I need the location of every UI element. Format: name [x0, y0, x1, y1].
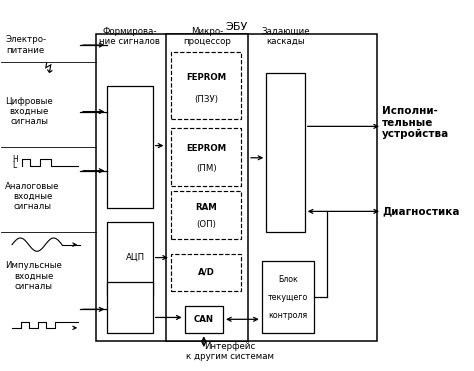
Text: АЦП: АЦП — [127, 253, 146, 262]
Bar — [171, 254, 241, 291]
Text: (ПЗУ): (ПЗУ) — [194, 95, 218, 104]
Text: FEPROM: FEPROM — [186, 73, 226, 82]
Text: CAN: CAN — [194, 315, 214, 324]
Text: ↯: ↯ — [43, 62, 54, 76]
Bar — [107, 86, 153, 208]
Text: Задающие
каскады: Задающие каскады — [262, 27, 310, 46]
Text: Электро-
питание: Электро- питание — [5, 35, 46, 55]
Bar — [171, 52, 241, 119]
Text: A/D: A/D — [198, 268, 215, 277]
Bar — [96, 34, 377, 341]
Bar — [107, 282, 153, 334]
Text: RAM: RAM — [195, 203, 217, 212]
Text: контроля: контроля — [268, 311, 307, 320]
Bar — [107, 223, 153, 296]
Text: Аналоговые
входные
сигналы: Аналоговые входные сигналы — [5, 182, 60, 211]
Text: H: H — [12, 155, 18, 164]
Text: (ОП): (ОП) — [196, 220, 216, 229]
Bar — [184, 306, 223, 334]
Bar — [262, 261, 314, 334]
Bar — [171, 128, 241, 186]
Text: EEPROM: EEPROM — [186, 144, 226, 153]
Text: текущего: текущего — [268, 293, 308, 302]
Text: Импульсные
входные
сигналы: Импульсные входные сигналы — [5, 261, 62, 291]
Text: Формирова-
ние сигналов: Формирова- ние сигналов — [99, 27, 160, 46]
Bar — [171, 191, 241, 239]
Text: (ПМ): (ПМ) — [196, 164, 217, 173]
Text: Интерфейс
к другим системам: Интерфейс к другим системам — [186, 342, 274, 361]
Bar — [166, 34, 248, 341]
Text: Блок: Блок — [278, 275, 298, 284]
Text: L: L — [12, 161, 16, 170]
Text: ЭБУ: ЭБУ — [226, 22, 248, 32]
Text: Исполни-
тельные
устройства: Исполни- тельные устройства — [382, 106, 449, 139]
Text: Микро-
процессор: Микро- процессор — [183, 27, 231, 46]
Text: Диагностика: Диагностика — [382, 206, 459, 216]
Bar — [266, 73, 305, 232]
Text: Цифровые
входные
сигналы: Цифровые входные сигналы — [5, 97, 53, 127]
